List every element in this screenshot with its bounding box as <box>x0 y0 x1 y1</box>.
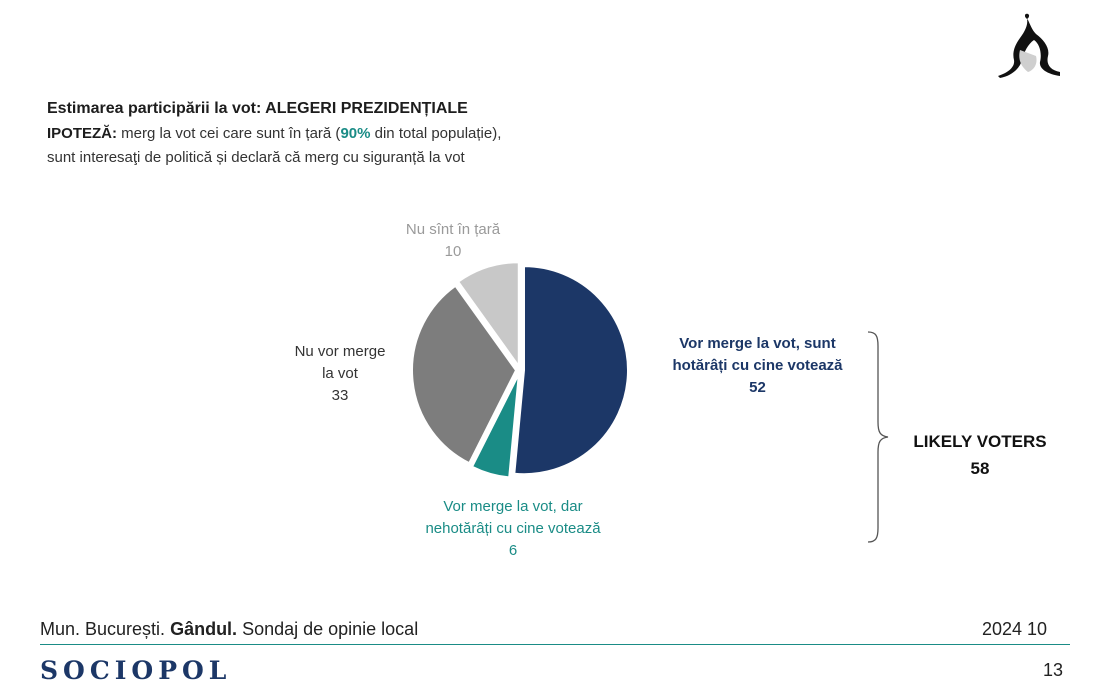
footer-source-bold: Gândul. <box>170 619 238 639</box>
likely-voters-value: 58 <box>970 459 990 478</box>
slice-value-undecided: 6 <box>508 542 518 559</box>
hypothesis-line-1: IPOTEZĂ: merg la vot cei care sunt în ța… <box>47 125 501 142</box>
slice-label-abroad-line1: Nu sînt în țară <box>405 221 501 238</box>
slice-label-undecided-line1: Vor merge la vot, dar <box>443 498 583 515</box>
slice-label-not-voting-line1: Nu vor merge <box>294 343 386 360</box>
footer-divider <box>40 644 1070 645</box>
slice-label-abroad: Nu sînt în țară 10 <box>383 219 523 263</box>
hypothesis-pre: merg la vot cei care sunt în țară ( <box>117 125 341 142</box>
footer-source: Mun. București. Gândul. Sondaj de opinie… <box>40 619 418 640</box>
likely-voters: LIKELY VOTERS 58 <box>900 428 1060 482</box>
slice-undecided <box>470 373 520 479</box>
slice-label-not-voting-line2: la vot <box>322 365 358 382</box>
footer-source-post: Sondaj de opinie local <box>237 619 419 639</box>
slice-not-voting <box>411 284 518 465</box>
slice-label-undecided-line2: nehotărâți cu cine votează <box>425 520 601 537</box>
chart-title: Estimarea participării la vot: ALEGERI P… <box>47 100 468 117</box>
penguin-mountain-logo-icon <box>998 13 1060 79</box>
hypothesis-percent: 90% <box>340 125 371 142</box>
slice-label-decided-line2: hotărâți cu cine votează <box>672 357 843 374</box>
likely-voters-bracket <box>867 331 889 543</box>
slice-label-not-voting: Nu vor merge la vot 33 <box>270 341 410 407</box>
sociopol-logo: SOCIOPOL <box>40 656 232 685</box>
footer-date: 2024 10 <box>982 619 1048 639</box>
slice-decided <box>513 265 629 476</box>
slice-value-not-voting: 33 <box>331 387 349 404</box>
footer-source-pre: Mun. București. <box>40 619 171 639</box>
hypothesis-line-2: sunt interesaţi de politică și declară c… <box>47 149 465 166</box>
likely-voters-label: LIKELY VOTERS <box>913 432 1047 451</box>
slice-abroad <box>456 261 520 370</box>
page-number: 13 <box>1043 660 1064 680</box>
slice-label-decided-line1: Vor merge la vot, sunt <box>679 335 836 352</box>
hypothesis-post: din total populație), <box>370 125 502 142</box>
slice-label-undecided: Vor merge la vot, dar nehotărâți cu cine… <box>403 496 623 562</box>
hypothesis-label: IPOTEZĂ: <box>47 125 117 142</box>
slice-value-decided: 52 <box>749 379 766 396</box>
slice-label-decided: Vor merge la vot, sunt hotărâți cu cine … <box>650 333 865 399</box>
pie-chart <box>411 261 629 479</box>
slice-value-abroad: 10 <box>444 243 462 260</box>
